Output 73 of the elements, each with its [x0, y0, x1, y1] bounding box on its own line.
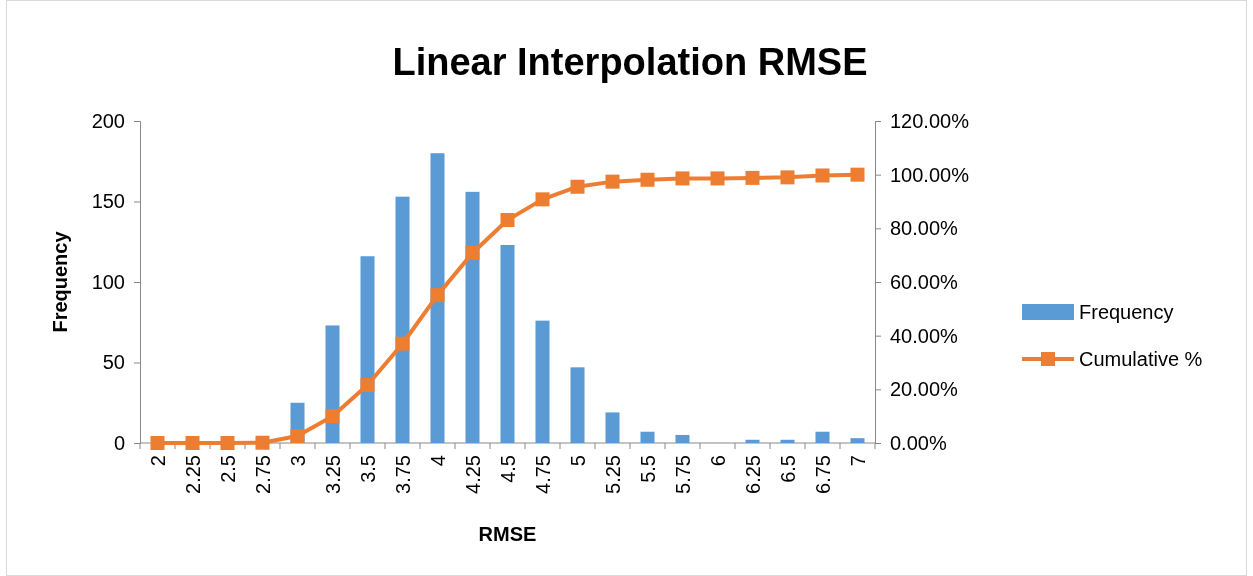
legend-label: Frequency — [1079, 301, 1174, 323]
y2-tick-label: 0.00% — [890, 431, 947, 454]
x-tick-label: 4.5 — [496, 455, 519, 483]
point — [465, 246, 480, 261]
x-tick-label: 7 — [846, 455, 869, 467]
chart-title: Linear Interpolation RMSE — [392, 41, 868, 83]
bar — [745, 439, 760, 443]
x-tick-label: 6.5 — [776, 455, 799, 483]
point — [640, 172, 655, 187]
point — [710, 171, 725, 186]
y2-tick-label: 80.00% — [890, 217, 959, 240]
y2-tick-label: 60.00% — [890, 270, 959, 293]
point — [675, 171, 690, 186]
y-tick-label: 150 — [91, 190, 125, 213]
point — [395, 336, 410, 351]
y2-tick-label: 100.00% — [890, 163, 970, 186]
point — [185, 436, 200, 450]
x-tick-label: 2.5 — [216, 455, 239, 483]
x-tick-label: 2.75 — [251, 455, 274, 494]
point — [360, 378, 375, 393]
bar — [570, 367, 585, 443]
x-tick-label: 5.25 — [601, 455, 624, 494]
x-tick-label: 4.25 — [461, 455, 484, 494]
bar — [850, 438, 865, 443]
x-tick-label: 4.75 — [531, 455, 554, 494]
x-tick-label: 6 — [706, 455, 729, 467]
x-tick-label: 6.75 — [811, 455, 834, 494]
y-tick-label: 200 — [91, 109, 125, 132]
bar — [465, 191, 480, 443]
y2-tick-label: 120.00% — [890, 109, 970, 132]
bar — [500, 244, 515, 443]
point — [500, 213, 515, 228]
x-tick-label: 5 — [566, 455, 589, 467]
y-axis-title: Frequency — [49, 230, 71, 333]
y2-tick-label: 40.00% — [890, 324, 959, 347]
point — [430, 288, 445, 303]
x-tick-label: 3.25 — [321, 455, 344, 494]
x-tick-label: 2 — [146, 455, 169, 467]
x-axis-title: RMSE — [478, 523, 537, 545]
point — [570, 179, 585, 194]
point — [535, 192, 550, 207]
point — [745, 170, 760, 185]
bar — [395, 196, 410, 443]
point — [325, 409, 340, 424]
bar — [535, 320, 550, 443]
point — [150, 436, 165, 450]
x-tick-label: 4 — [426, 455, 449, 467]
point — [290, 429, 305, 444]
point — [255, 435, 270, 450]
bar — [640, 431, 655, 443]
y-tick-label: 100 — [91, 270, 125, 293]
point — [220, 436, 235, 450]
bar — [605, 412, 620, 443]
x-tick-label: 3.75 — [391, 455, 414, 494]
legend-label: Cumulative % — [1079, 348, 1203, 370]
y-tick-label: 50 — [102, 351, 125, 374]
x-tick-label: 6.25 — [741, 455, 764, 494]
x-tick-label: 3.5 — [356, 455, 379, 483]
x-tick-label: 5.5 — [636, 455, 659, 483]
x-tick-label: 2.25 — [181, 455, 204, 494]
bar — [360, 256, 375, 443]
x-tick-label: 3 — [286, 455, 309, 467]
bar — [675, 434, 690, 443]
point — [815, 168, 830, 183]
point — [850, 167, 865, 182]
point — [605, 174, 620, 189]
x-tick-label: 5.75 — [671, 455, 694, 494]
y-tick-label: 0 — [113, 431, 125, 454]
bar — [815, 431, 830, 443]
point — [780, 170, 795, 185]
bar — [430, 153, 445, 443]
bar — [780, 439, 795, 443]
y2-tick-label: 20.00% — [890, 378, 959, 401]
